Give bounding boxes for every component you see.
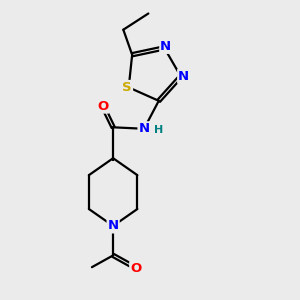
Text: N: N [108,219,119,232]
Text: N: N [178,70,189,83]
Text: H: H [154,125,164,135]
Text: N: N [139,122,150,135]
Text: O: O [97,100,108,112]
Text: S: S [122,81,132,94]
Text: N: N [160,40,171,53]
Text: O: O [130,262,141,275]
